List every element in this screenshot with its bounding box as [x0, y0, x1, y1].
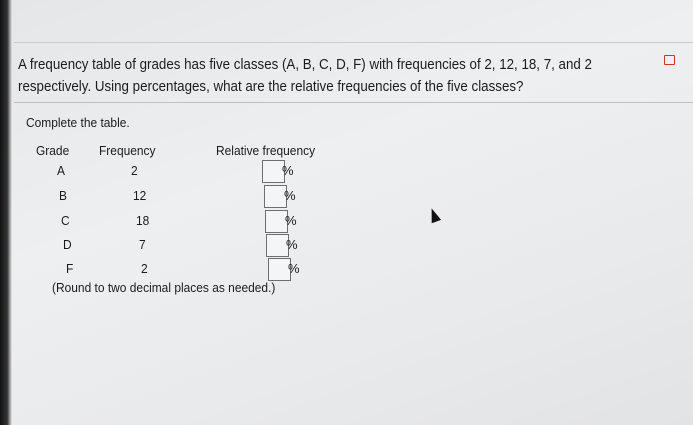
relative-frequency-input-a[interactable]: [262, 160, 285, 183]
percent-label: %: [282, 163, 294, 178]
grade-cell: A: [57, 163, 65, 178]
header-frequency: Frequency: [99, 143, 156, 158]
percent-label: %: [285, 213, 297, 228]
percent-label: %: [284, 188, 296, 203]
relative-frequency-input-b[interactable]: [264, 185, 287, 208]
percent-label: %: [286, 237, 298, 252]
divider: [14, 42, 693, 43]
divider: [14, 102, 693, 103]
frequency-cell: 18: [136, 213, 150, 228]
question-text: A frequency table of grades has five cla…: [18, 57, 592, 95]
copy-icon[interactable]: [664, 55, 675, 65]
grade-cell: F: [66, 261, 74, 276]
header-grade: Grade: [36, 143, 70, 158]
screen-bezel: [0, 0, 12, 425]
header-relative-frequency: Relative frequency: [216, 143, 316, 158]
frequency-cell: 12: [133, 188, 147, 203]
relative-frequency-input-f[interactable]: [268, 258, 291, 281]
percent-label: %: [288, 261, 300, 276]
frequency-cell: 2: [141, 261, 148, 276]
frequency-cell: 7: [139, 237, 146, 252]
grade-cell: B: [59, 188, 67, 203]
mouse-cursor-icon: [426, 206, 442, 224]
relative-frequency-input-d[interactable]: [266, 234, 289, 257]
grade-cell: D: [63, 237, 72, 252]
frequency-cell: 2: [131, 163, 138, 178]
instruction: Complete the table.: [26, 115, 130, 130]
relative-frequency-input-c[interactable]: [265, 210, 288, 233]
rounding-note: (Round to two decimal places as needed.): [52, 280, 276, 295]
grade-cell: C: [61, 213, 70, 228]
